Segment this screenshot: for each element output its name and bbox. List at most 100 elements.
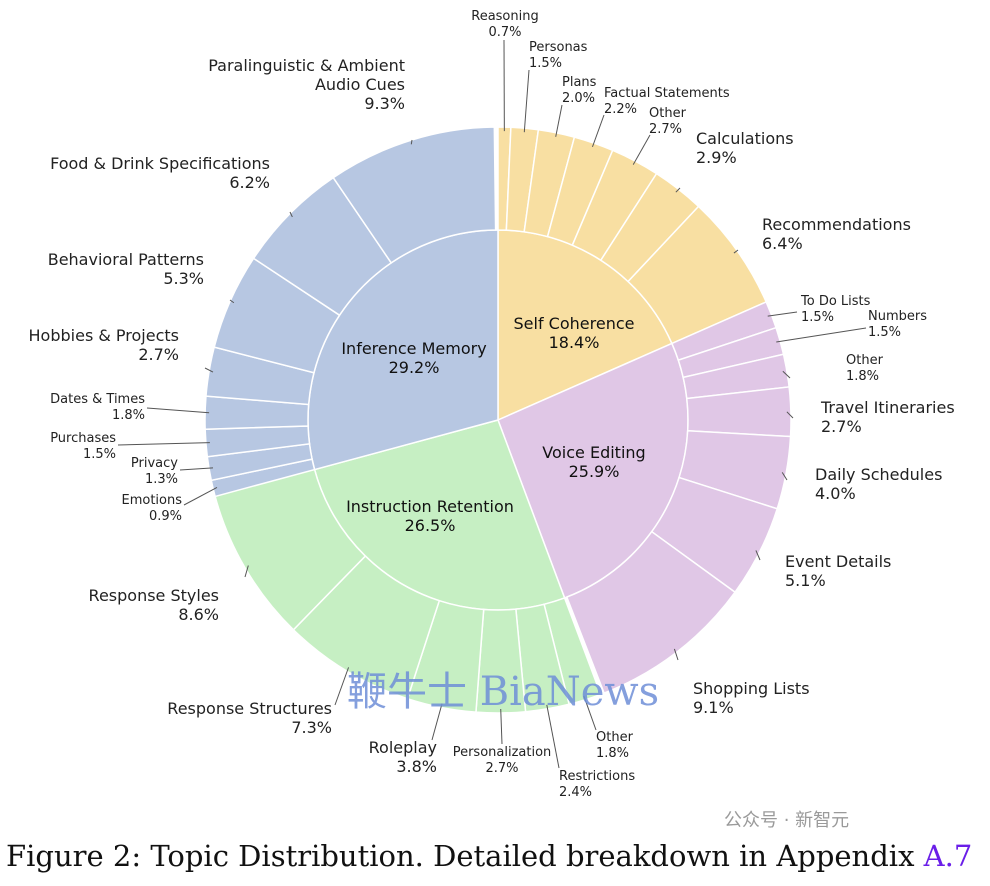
outer-label: Travel Itineraries: [820, 398, 955, 417]
outer-value-label: 5.1%: [785, 571, 826, 590]
outer-label: Personalization: [453, 745, 552, 760]
leader-line: [523, 69, 530, 133]
leader-line: [675, 187, 681, 193]
outer-value-label: 4.0%: [815, 484, 856, 503]
outer-label: Paralinguistic & Ambient: [208, 56, 405, 75]
outer-label: Factual Statements: [604, 86, 730, 101]
leader-line: [733, 249, 739, 254]
outer-label: Plans: [562, 75, 597, 90]
outer-label: Privacy: [131, 456, 178, 471]
outer-value-label: 2.4%: [559, 785, 592, 800]
leader-line: [632, 134, 651, 165]
inner-value-label: 26.5%: [405, 516, 456, 535]
outer-label: Audio Cues: [315, 75, 405, 94]
outer-value-label: 9.1%: [693, 698, 734, 717]
outer-value-label: 1.5%: [529, 56, 562, 71]
outer-value-label: 1.8%: [846, 369, 879, 384]
outer-value-label: 5.3%: [163, 269, 204, 288]
outer-value-label: 0.7%: [488, 25, 521, 40]
outer-value-label: 2.7%: [649, 122, 682, 137]
inner-value-label: 18.4%: [549, 333, 600, 352]
outer-label: Reasoning: [471, 9, 538, 24]
leader-line: [546, 704, 560, 769]
outer-wedge: [332, 126, 497, 264]
leader-line: [146, 407, 210, 414]
outer-value-label: 1.8%: [596, 746, 629, 761]
outer-value-label: 6.4%: [762, 234, 803, 253]
watermark-bianews: 鞭牛士 BiaNews: [347, 669, 660, 715]
outer-value-label: 2.7%: [821, 417, 862, 436]
leader-line: [334, 667, 350, 706]
leader-line: [183, 487, 218, 506]
outer-label: Numbers: [868, 309, 927, 324]
leader-line: [289, 211, 293, 218]
outer-label: Restrictions: [559, 769, 635, 784]
leader-line: [755, 550, 761, 561]
outer-value-label: 3.8%: [396, 757, 437, 776]
leader-line: [431, 703, 443, 741]
inner-label: Self Coherence: [514, 314, 635, 333]
outer-value-label: 9.3%: [364, 94, 405, 113]
leader-line: [673, 648, 679, 661]
outer-label: Event Details: [785, 552, 891, 571]
outer-label: Response Styles: [89, 586, 219, 605]
leader-line: [117, 442, 210, 446]
outer-value-label: 1.5%: [868, 325, 901, 340]
outer-value-label: 0.9%: [149, 509, 182, 524]
outer-label: To Do Lists: [800, 294, 871, 309]
leader-line: [244, 565, 249, 578]
leader-line: [583, 695, 597, 731]
inner-value-label: 29.2%: [389, 358, 440, 377]
inner-label: Inference Memory: [341, 339, 486, 358]
outer-label: Personas: [529, 40, 588, 55]
outer-value-label: 2.0%: [562, 91, 595, 106]
outer-value-label: 1.5%: [83, 447, 116, 462]
leader-line: [781, 472, 788, 481]
leader-line: [555, 104, 563, 137]
outer-label: Recommendations: [762, 215, 911, 234]
leader-line: [767, 311, 798, 317]
leader-line: [592, 114, 605, 148]
figure-caption: Figure 2: Topic Distribution. Detailed b…: [6, 839, 973, 873]
leader-line: [410, 139, 413, 145]
leader-line: [776, 327, 867, 343]
outer-value-label: 2.9%: [696, 148, 737, 167]
outer-label: Emotions: [121, 493, 182, 508]
outer-label: Daily Schedules: [815, 465, 942, 484]
inner-value-label: 25.9%: [569, 462, 620, 481]
leader-line: [179, 467, 214, 471]
outer-label: Behavioral Patterns: [48, 250, 204, 269]
outer-label: Calculations: [696, 129, 794, 148]
outer-label: Shopping Lists: [693, 679, 810, 698]
leader-line: [782, 370, 791, 379]
inner-label: Voice Editing: [542, 443, 645, 462]
outer-value-label: 1.8%: [112, 408, 145, 423]
outer-value-label: 2.2%: [604, 102, 637, 117]
outer-label: Other: [596, 730, 634, 745]
outer-label: Dates & Times: [50, 392, 145, 407]
leader-line: [500, 708, 503, 745]
outer-value-label: 1.3%: [145, 472, 178, 487]
outer-value-label: 8.6%: [178, 605, 219, 624]
outer-label: Roleplay: [369, 738, 437, 757]
outer-label: Response Structures: [167, 699, 332, 718]
watermark-wechat: 公众号 · 新智元: [724, 810, 850, 831]
appendix-link[interactable]: A.7: [923, 839, 973, 873]
leader-line: [786, 411, 794, 419]
inner-label: Instruction Retention: [346, 497, 514, 516]
leader-line: [229, 299, 235, 304]
outer-value-label: 2.7%: [485, 761, 518, 776]
outer-value-label: 7.3%: [291, 718, 332, 737]
outer-value-label: 1.5%: [801, 310, 834, 325]
outer-label: Other: [846, 353, 884, 368]
outer-label: Food & Drink Specifications: [50, 154, 270, 173]
caption-text: Figure 2: Topic Distribution. Detailed b…: [6, 839, 924, 873]
outer-value-label: 2.7%: [138, 345, 179, 364]
outer-label: Hobbies & Projects: [29, 326, 179, 345]
outer-value-label: 6.2%: [229, 173, 270, 192]
outer-label: Other: [649, 106, 687, 121]
outer-wedge: [565, 530, 737, 695]
outer-label: Purchases: [50, 431, 116, 446]
leader-line: [204, 367, 214, 373]
